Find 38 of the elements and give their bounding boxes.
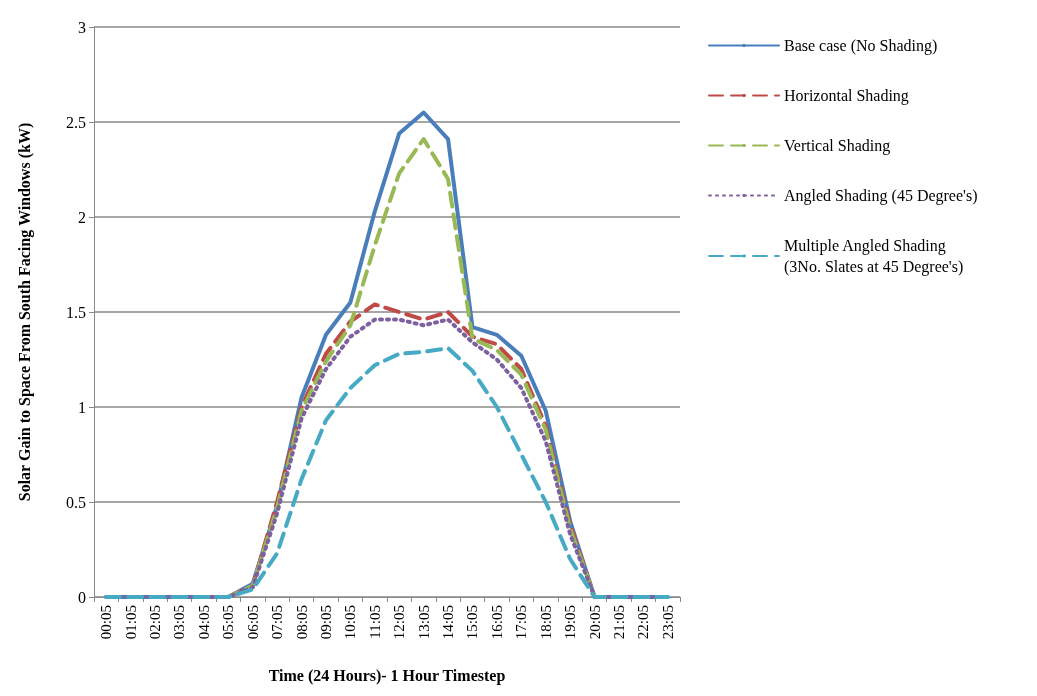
y-tick-label: 1.5: [66, 303, 86, 321]
x-tick-label: 06:05: [244, 605, 261, 640]
y-tick-label: 0.5: [66, 493, 86, 511]
x-tick-label: 14:05: [440, 605, 457, 640]
x-tick-label: 00:05: [98, 605, 115, 640]
x-tick-label: 02:05: [147, 605, 164, 640]
x-tick-label: 05:05: [220, 605, 237, 640]
legend-label: Vertical Shading: [784, 137, 891, 155]
x-tick-label: 19:05: [562, 605, 579, 640]
x-tick-label: 04:05: [195, 605, 212, 640]
legend-label: Base case (No Shading): [784, 37, 938, 55]
y-axis-title: Solar Gain to Space From South Facing Windows (kW): [15, 122, 34, 502]
x-tick-label: 13:05: [415, 605, 432, 640]
x-tick-label: 03:05: [171, 605, 188, 640]
y-tick-label: 0: [78, 588, 86, 606]
x-tick-label: 20:05: [586, 605, 603, 640]
y-tick-label: 1: [78, 398, 86, 416]
y-tick-label: 3: [78, 18, 86, 36]
x-tick-label: 17:05: [513, 605, 530, 640]
x-tick-label: 10:05: [342, 605, 359, 640]
legend-label: Angled Shading (45 Degree's): [784, 187, 978, 205]
y-tick-label: 2.5: [66, 113, 86, 131]
legend-label: Multiple Angled Shading (3No. Slates at 45 Degree's): [784, 237, 964, 276]
x-tick-label: 21:05: [610, 605, 627, 640]
x-tick-label: 09:05: [317, 605, 334, 640]
x-tick-label: 16:05: [488, 605, 505, 640]
x-tick-label: 07:05: [269, 605, 286, 640]
x-axis-title: Time (24 Hours)- 1 Hour Timestep: [268, 666, 506, 685]
legend-label: Horizontal Shading: [784, 87, 909, 105]
y-tick-label: 2: [78, 208, 86, 226]
x-tick-label: 15:05: [464, 605, 481, 640]
x-tick-label: 08:05: [293, 605, 310, 640]
x-tick-label: 01:05: [122, 605, 139, 640]
x-tick-label: 18:05: [537, 605, 554, 640]
x-tick-label: 22:05: [635, 605, 652, 640]
x-tick-label: 12:05: [391, 605, 408, 640]
x-tick-label: 23:05: [659, 605, 676, 640]
x-tick-label: 11:05: [366, 605, 383, 639]
